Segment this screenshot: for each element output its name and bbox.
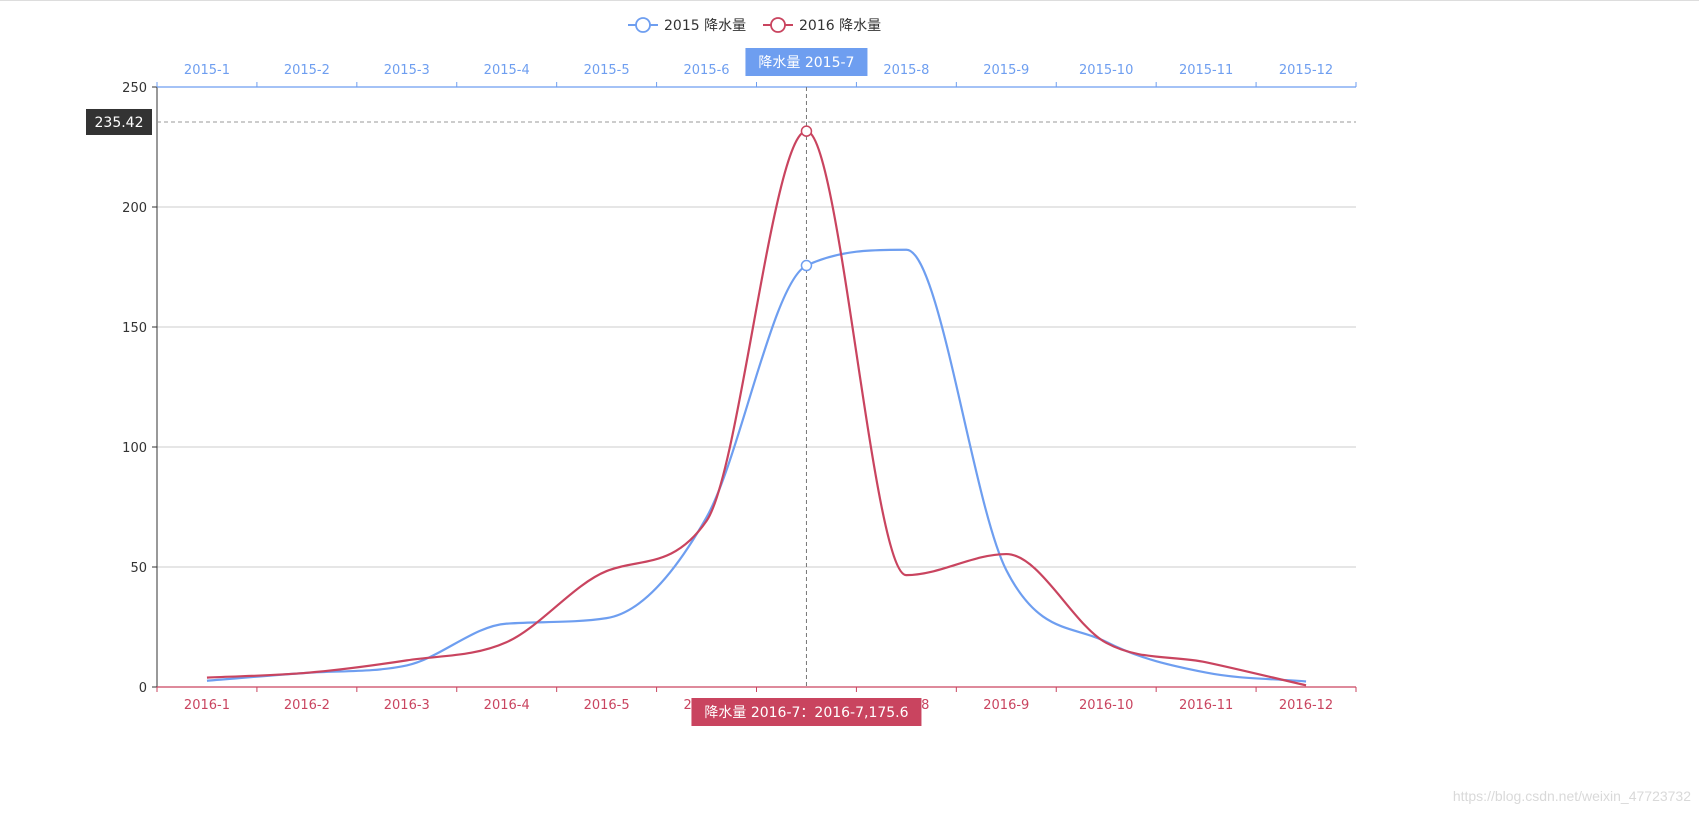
x-top-tick-label: 2015-1 <box>184 63 230 78</box>
tooltip-bottom-box <box>691 698 922 726</box>
tooltip-bottom-text: 降水量 2016-7：2016-7,175.6 <box>704 705 908 721</box>
x-top-tick-label: 2015-8 <box>883 63 929 78</box>
x-top-tick-label: 2015-12 <box>1279 63 1333 78</box>
x-bottom-tick-label: 2016-2 <box>284 698 330 713</box>
x-bottom-tick-label: 2016-3 <box>384 698 430 713</box>
series-line-1 <box>206 248 1307 683</box>
x-top-tick-label: 2015-6 <box>684 63 730 78</box>
y-tick-label: 50 <box>130 561 147 576</box>
x-top-tick-label: 2015-3 <box>384 63 430 78</box>
y-pointer-label-text: 235.42 <box>95 115 144 131</box>
x-bottom-tick-label: 2016-1 <box>184 698 230 713</box>
x-bottom-tick-label: 2016-9 <box>983 698 1029 713</box>
x-top-tick-label: 2015-10 <box>1079 63 1133 78</box>
y-tick-label: 250 <box>122 81 147 96</box>
x-bottom-tick-label: 2016-11 <box>1179 698 1233 713</box>
y-tick-label: 0 <box>139 681 147 696</box>
y-tick-label: 200 <box>122 201 147 216</box>
x-bottom-tick-label: 2016-12 <box>1279 698 1333 713</box>
x-top-tick-label: 2015-11 <box>1179 63 1233 78</box>
y-pointer-label: 235.42 <box>86 108 152 135</box>
tooltip-top: 降水量 2015-7 <box>745 48 868 76</box>
legend-circle-icon <box>635 17 651 33</box>
legend-item-1[interactable]: 2015 降水量 <box>628 17 746 34</box>
top-border <box>0 0 1699 1</box>
y-pointer-label-box <box>86 108 152 135</box>
legend-item-2[interactable]: 2016 降水量 <box>763 17 881 34</box>
x-top-tick-label: 2015-2 <box>284 63 330 78</box>
x-bottom-tick-label: 2016-5 <box>584 698 630 713</box>
series-line-2 <box>206 130 1307 687</box>
data-point-1 <box>800 259 813 272</box>
legend-label: 2016 降水量 <box>799 18 881 34</box>
x-bottom-tick-label: 2016-4 <box>484 698 530 713</box>
x-top-tick-label: 2015-5 <box>584 63 630 78</box>
tooltip-top-text: 降水量 2015-7 <box>758 55 854 71</box>
watermark-text: https://blog.csdn.net/weixin_47723732 <box>1452 788 1691 804</box>
legend-circle-icon <box>770 17 786 33</box>
x-bottom-tick-label: 2016-10 <box>1079 698 1133 713</box>
y-tick-label: 100 <box>122 441 147 456</box>
y-tick-label: 150 <box>122 321 147 336</box>
tooltip-bottom: 降水量 2016-7：2016-7,175.6 <box>691 698 922 726</box>
data-point-2 <box>800 125 813 137</box>
x-top-tick-label: 2015-4 <box>484 63 530 78</box>
x-top-tick-label: 2015-9 <box>983 63 1029 78</box>
legend-label: 2015 降水量 <box>664 18 746 34</box>
tooltip-top-box <box>745 48 868 76</box>
